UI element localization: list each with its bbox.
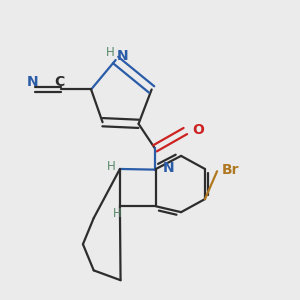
Text: H: H [112, 207, 121, 220]
Text: H: H [105, 46, 114, 59]
Text: N: N [117, 50, 129, 64]
Text: N: N [27, 75, 38, 89]
Text: O: O [193, 123, 205, 136]
Text: Br: Br [221, 163, 239, 177]
Text: C: C [54, 75, 65, 89]
Text: H: H [107, 160, 116, 173]
Text: N: N [163, 161, 175, 175]
